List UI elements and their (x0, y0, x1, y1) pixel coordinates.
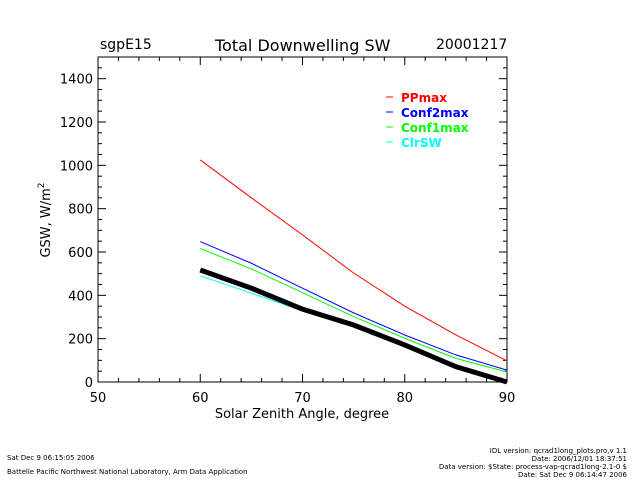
footer-idl-version: IDL version: qcrad1long_plots.pro,v 1.1 (489, 447, 627, 455)
y-tick-label: 0 (85, 376, 93, 391)
axes: 50 60 70 80 90 0 200 400 600 800 1000 1200 1400 (60, 56, 516, 406)
footer-idl-date: Date: 2006/12/01 18:37:51 (531, 455, 627, 463)
series-line-ppmax (199, 159, 508, 362)
footer-data-date: Date: Sat Dec 9 06:14:47 2006 (518, 471, 627, 479)
y-tick-label: 600 (68, 246, 93, 261)
chart-title: Total Downwelling SW (215, 36, 391, 55)
chart: 50 60 70 80 90 0 200 400 600 800 1000 1200 1400 PPma… (37, 56, 516, 422)
footer-institution: Battelle Pacific Northwest National Labo… (7, 468, 248, 476)
y-axis-label-text: GSW, W/m (39, 188, 54, 257)
x-tick-label: 80 (396, 391, 413, 406)
y-axis-label-superscript: 2 (37, 182, 47, 188)
y-tick-label: 1000 (60, 159, 93, 174)
x-tick-label: 50 (90, 391, 107, 406)
x-tick-label: 70 (294, 391, 311, 406)
x-tick-label: 90 (499, 391, 516, 406)
series-line-conf1max (200, 248, 508, 373)
y-tick-label: 200 (68, 333, 93, 348)
footer-timestamp: Sat Dec 9 06:15:05 2006 (7, 454, 95, 462)
legend-label: ClrSW (401, 136, 442, 150)
legend-label: PPmax (401, 91, 447, 105)
y-tick-label: 800 (68, 203, 93, 218)
legend-label: Conf2max (401, 106, 469, 120)
series-lines (199, 159, 508, 385)
x-axis-label: Solar Zenith Angle, degree (215, 407, 389, 422)
x-tick-label: 60 (192, 391, 209, 406)
series-line-unlabeled (199, 267, 508, 385)
series-line-conf2max (200, 241, 508, 371)
y-tick-label: 1200 (60, 116, 93, 131)
footer-data-version: Data version: $State: process-vap-qcrad1… (438, 463, 627, 471)
legend-label: Conf1max (401, 121, 469, 135)
y-axis-label: GSW, W/m2 (37, 182, 54, 257)
y-tick-label: 1400 (60, 73, 93, 88)
site-label: sgpE15 (100, 37, 152, 53)
date-label: 20001217 (436, 37, 508, 53)
y-tick-label: 400 (68, 289, 93, 304)
